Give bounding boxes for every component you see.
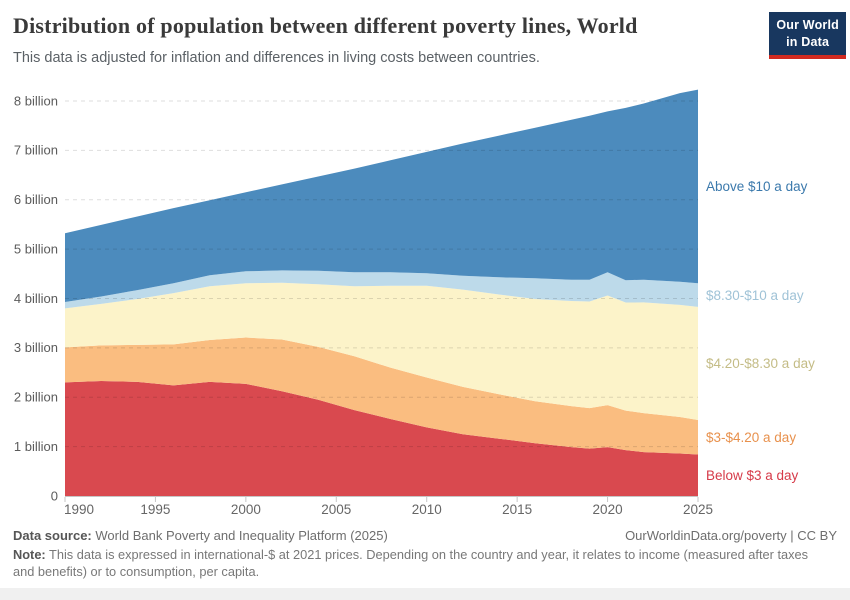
owid-logo-line1: Our World bbox=[776, 18, 839, 32]
y-axis-label-8: 8 billion bbox=[14, 93, 58, 108]
note-label: Note: bbox=[13, 547, 46, 562]
y-axis-label-4: 4 billion bbox=[14, 291, 58, 306]
note-line: Note: This data is expressed in internat… bbox=[13, 547, 827, 581]
x-axis-label-2010: 2010 bbox=[412, 502, 442, 517]
area-below-3-a-day[interactable] bbox=[65, 381, 698, 496]
y-axis-label-0: 0 bbox=[51, 488, 58, 503]
note-text: This data is expressed in international-… bbox=[13, 547, 809, 579]
bottom-gray-strip bbox=[0, 588, 850, 600]
series-label-below-3-a-day[interactable]: Below $3 a day bbox=[706, 468, 799, 483]
series-label-4-20-8-30-a-day[interactable]: $4.20-$8.30 a day bbox=[706, 356, 815, 371]
area-4-20-8-30-a-day[interactable] bbox=[65, 282, 698, 420]
data-source-line: Data source: World Bank Poverty and Ineq… bbox=[13, 528, 388, 543]
attribution-link[interactable]: OurWorldinData.org/poverty | CC BY bbox=[625, 528, 837, 543]
series-label-3-4-20-a-day[interactable]: $3-$4.20 a day bbox=[706, 430, 796, 445]
y-axis-label-7: 7 billion bbox=[14, 143, 58, 158]
poverty-stacked-area-chart[interactable]: 0 1 billion 2 billion 3 billion 4 billion 5 b… bbox=[0, 0, 850, 530]
page-title: Distribution of population between diffe… bbox=[13, 13, 638, 38]
chart-footer: Data source: World Bank Poverty and Ineq… bbox=[13, 528, 837, 581]
x-axis-label-2025: 2025 bbox=[683, 502, 713, 517]
data-source-text: World Bank Poverty and Inequality Platfo… bbox=[95, 528, 388, 543]
y-axis-label-2: 2 billion bbox=[14, 390, 58, 405]
area-3-4-20-a-day[interactable] bbox=[65, 337, 698, 455]
data-source-label: Data source: bbox=[13, 528, 92, 543]
series-label-8-30-10-a-day[interactable]: $8.30-$10 a day bbox=[706, 288, 804, 303]
owid-logo-line2: in Data bbox=[786, 34, 830, 49]
x-axis-label-2005: 2005 bbox=[321, 502, 351, 517]
x-axis-label-2015: 2015 bbox=[502, 502, 532, 517]
area-8-30-10-a-day[interactable] bbox=[65, 270, 698, 309]
area-above-10-a-day[interactable] bbox=[65, 89, 698, 302]
y-axis-label-6: 6 billion bbox=[14, 192, 58, 207]
series-label-above-10-a-day[interactable]: Above $10 a day bbox=[706, 179, 808, 194]
x-axis-label-1995: 1995 bbox=[140, 502, 170, 517]
x-axis-label-1990: 1990 bbox=[64, 502, 94, 517]
owid-logo[interactable]: Our World in Data bbox=[769, 12, 846, 59]
y-axis-label-1: 1 billion bbox=[14, 439, 58, 454]
y-axis-label-3: 3 billion bbox=[14, 340, 58, 355]
x-axis-label-2020: 2020 bbox=[593, 502, 623, 517]
page-subtitle: This data is adjusted for inflation and … bbox=[13, 50, 540, 66]
x-axis-label-2000: 2000 bbox=[231, 502, 261, 517]
y-axis-label-5: 5 billion bbox=[14, 241, 58, 256]
